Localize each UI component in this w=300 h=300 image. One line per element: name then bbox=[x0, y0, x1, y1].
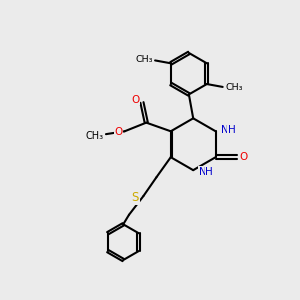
Text: O: O bbox=[114, 127, 122, 137]
Text: S: S bbox=[132, 191, 139, 204]
Text: H: H bbox=[228, 125, 236, 135]
Text: CH₃: CH₃ bbox=[86, 130, 104, 141]
Text: H: H bbox=[205, 167, 213, 177]
Text: CH₃: CH₃ bbox=[225, 83, 243, 92]
Text: CH₃: CH₃ bbox=[135, 56, 153, 64]
Text: O: O bbox=[131, 94, 140, 105]
Text: O: O bbox=[239, 152, 248, 162]
Text: N: N bbox=[199, 167, 207, 177]
Text: N: N bbox=[221, 125, 229, 135]
